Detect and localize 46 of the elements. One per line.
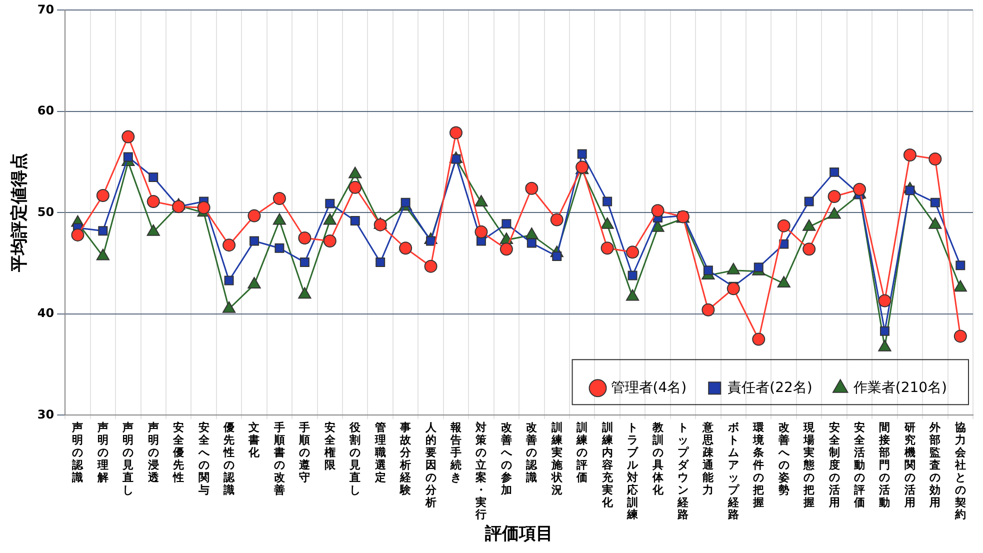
y-tick-label: 60: [37, 104, 54, 118]
x-tick-label: 声明の浸透: [146, 421, 160, 484]
legend-label: 管理者(4名): [610, 380, 687, 396]
x-tick-label: 教訓の具体化: [651, 421, 664, 496]
x-tick-label: 改善の認識: [525, 421, 538, 484]
x-tick-label: 報告手続き: [450, 421, 462, 484]
x-tick-label: 文書化: [248, 421, 261, 460]
x-tick-label: 安全への関与: [197, 421, 210, 496]
legend-label: 作業者(210名): [852, 380, 948, 396]
x-tick-label: 声明の認識: [71, 421, 84, 484]
x-tick-label: 訓練内容充実化: [600, 421, 614, 509]
x-tick-label: 役割の見直し: [348, 421, 362, 496]
x-tick-label: 環境条件の把握: [752, 421, 766, 509]
x-tick-label: 声明の理解: [96, 421, 108, 484]
x-tick-label: 人的要因の分析: [424, 421, 438, 509]
x-tick-label: 安全活動の評価: [853, 421, 866, 509]
legend-label: 責任者(22名): [728, 380, 812, 396]
x-tick-label: 安全制度の活用: [828, 421, 841, 509]
y-tick-label: 70: [37, 2, 54, 16]
x-tick-label: 改善への参加: [500, 421, 513, 496]
x-tick-label: ボトムアップ経路: [726, 421, 740, 522]
x-tick-label: 研究機関の活用: [903, 421, 916, 509]
x-tick-label: 外部監査の効用: [928, 421, 942, 509]
x-tick-label: 訓練実施状況: [550, 421, 564, 496]
x-tick-label: トラブル対応訓練: [626, 421, 640, 522]
x-tick-label: 意思疎通能力: [702, 421, 715, 496]
x-tick-label: 管理職選定: [374, 421, 387, 484]
x-tick-label: 手順の遵守: [298, 421, 310, 484]
x-tick-label: 訓練の評価: [576, 421, 589, 484]
x-tick-label: 安全優先性: [172, 421, 186, 484]
y-tick-label: 40: [37, 306, 54, 320]
x-tick-label: 協力会社との契約: [954, 421, 967, 522]
x-tick-label: 現場実態の把握: [802, 421, 816, 509]
x-tick-label: 間接部門の活動: [878, 421, 890, 509]
y-tick-label: 30: [37, 407, 54, 422]
x-tick-label: 優先性の認識: [222, 421, 236, 496]
x-tick-label: 改善への姿勢: [777, 421, 790, 496]
x-tick-label: トップダウン経路: [676, 421, 690, 522]
x-tick-label: 事故分析経験: [399, 421, 412, 496]
x-tick-label: 対策の立案・実行: [474, 421, 488, 522]
x-tick-label: 安全権限: [323, 421, 336, 472]
x-tick-label: 声明の見直し: [122, 421, 134, 496]
y-tick-label: 50: [37, 204, 54, 219]
x-tick-label: 手順書の改善: [272, 421, 286, 496]
x-axis-title: 評価項目: [484, 524, 554, 544]
y-axis-title: 平均評定値得点: [10, 153, 30, 274]
